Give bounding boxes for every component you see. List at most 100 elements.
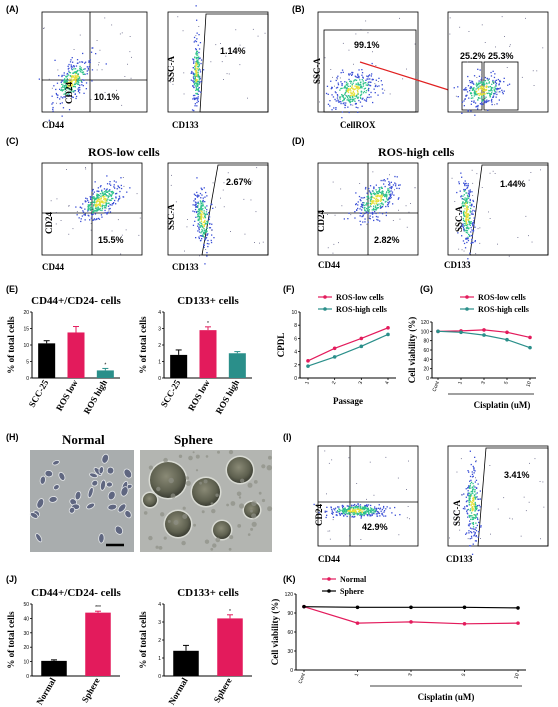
event-dot [51, 95, 53, 97]
event-cloud [169, 5, 266, 112]
event-dot [83, 214, 85, 216]
event-dot [98, 62, 100, 63]
event-dot [471, 203, 473, 206]
event-dot [493, 92, 495, 95]
event-dot [362, 221, 364, 223]
event-dot [495, 85, 497, 87]
event-dot [472, 489, 474, 491]
event-dot [386, 191, 388, 193]
event-dot [358, 75, 360, 78]
panel-label-f: (F) [283, 284, 295, 294]
event-dot [470, 207, 472, 210]
event-dot [201, 213, 203, 216]
event-dot [353, 89, 355, 91]
event-dot [355, 203, 357, 206]
event-dot [462, 201, 464, 203]
event-dot [495, 82, 498, 84]
event-dot [388, 192, 390, 194]
event-dot [474, 509, 476, 511]
event-dot [396, 176, 398, 178]
event-dot [471, 507, 474, 509]
flow-plot-d-cd44-cd24: 2.82% [317, 162, 419, 256]
y-tick-label: 2 [294, 363, 297, 369]
event-dot [195, 85, 197, 87]
event-dot [339, 89, 341, 91]
x-axis-label: Cisplatin (uM) [418, 692, 475, 702]
x-axis-label: CD44 [318, 554, 340, 564]
event-dot [65, 80, 67, 82]
event-dot [352, 515, 354, 518]
event-dot [359, 220, 361, 222]
event-dot [367, 212, 369, 214]
event-dot [95, 207, 97, 209]
event-dot [481, 88, 483, 90]
event-dot [477, 498, 479, 500]
event-dot [201, 228, 203, 231]
event-dot [394, 506, 396, 509]
event-dot [476, 524, 478, 527]
event-dot [364, 212, 366, 214]
event-dot [480, 79, 482, 81]
event-dot [208, 216, 211, 218]
event-dot [540, 538, 541, 540]
legend-entry: ROS-low cells [336, 293, 384, 302]
event-dot [199, 57, 201, 59]
y-tick-label: 4 [294, 350, 297, 356]
event-dot [104, 199, 106, 201]
event-dot [474, 94, 477, 96]
event-dot [43, 28, 44, 29]
debris [226, 503, 230, 507]
event-dot [365, 84, 367, 86]
debris [261, 498, 266, 503]
event-dot [373, 200, 375, 202]
event-dot [254, 242, 255, 243]
event-dot [525, 510, 527, 512]
event-dot [105, 205, 107, 207]
event-dot [96, 201, 98, 203]
event-dot [377, 216, 379, 218]
event-dot [477, 84, 479, 86]
event-dot [93, 196, 95, 198]
event-dot [201, 235, 203, 237]
event-dot [197, 215, 200, 217]
event-dot [66, 75, 69, 77]
event-dot [478, 504, 480, 506]
event-dot [363, 90, 365, 93]
event-dot [477, 536, 479, 538]
event-dot [81, 71, 83, 73]
event-dot [392, 220, 394, 221]
event-dot [374, 208, 376, 211]
event-dot [451, 177, 453, 179]
event-dot [474, 528, 476, 531]
event-dot [361, 86, 363, 88]
event-dot [200, 213, 202, 215]
event-dot [473, 494, 476, 497]
event-dot [536, 70, 538, 72]
event-dot [198, 209, 200, 211]
event-dot [503, 90, 505, 92]
event-dot [203, 232, 205, 234]
event-dot [380, 199, 382, 202]
event-dot [463, 214, 465, 216]
event-dot [75, 80, 77, 82]
event-dot [374, 506, 376, 508]
legend-marker [465, 295, 469, 299]
event-dot [371, 512, 373, 514]
event-dot [365, 91, 367, 94]
debris [251, 513, 257, 519]
event-dot [101, 192, 103, 195]
event-dot [476, 513, 478, 515]
event-dot [475, 82, 478, 84]
event-dot [365, 186, 367, 189]
series-line [307, 333, 389, 367]
event-dot [199, 215, 201, 217]
event-dot [200, 209, 202, 211]
data-point [516, 606, 520, 610]
event-dot [343, 512, 345, 514]
event-dot [371, 211, 374, 214]
event-dot [456, 191, 458, 194]
x-axis-label: CD44 [42, 262, 64, 272]
event-dot [202, 235, 204, 237]
event-dot [90, 223, 92, 224]
event-dot [478, 498, 480, 500]
